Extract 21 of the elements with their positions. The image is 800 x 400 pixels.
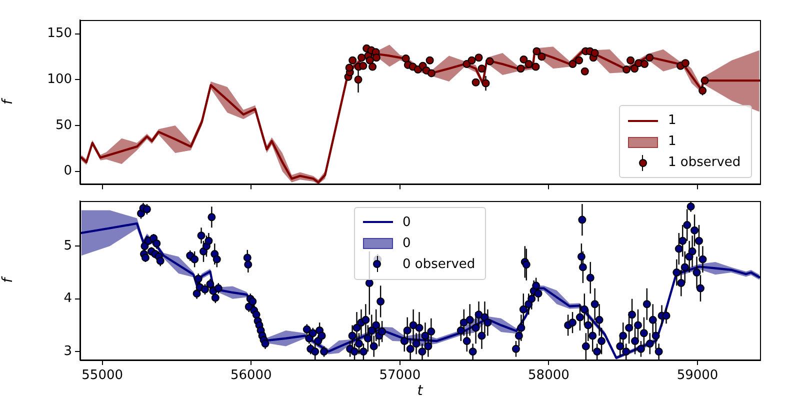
y-axis-title: f: [0, 98, 16, 105]
legend-label: 1 observed: [668, 155, 741, 170]
x-axis-title: t: [417, 383, 424, 400]
y-tick-label: 5: [64, 238, 72, 254]
text: 1: [668, 134, 676, 150]
legend-label: 0 observed: [402, 256, 476, 272]
x-tick-label: 55000: [82, 368, 123, 384]
x-tick-label: 59000: [676, 368, 718, 384]
y-tick-label: 0: [64, 164, 72, 179]
y-axis-title: f: [0, 276, 16, 283]
y-tick-label: 150: [47, 26, 72, 42]
x-tick-label: 58000: [528, 368, 570, 384]
text: 0: [402, 236, 411, 251]
legend-label: 1: [668, 113, 676, 128]
y-tick-label: 100: [47, 72, 72, 87]
x-tick-label: 56000: [230, 368, 272, 384]
x-tick-label: 57000: [379, 368, 421, 384]
y-tick-label: 3: [64, 344, 72, 359]
y-tick-label: 50: [55, 118, 72, 133]
legend-label: 0: [402, 214, 411, 230]
y-tick-label: 4: [64, 291, 72, 306]
